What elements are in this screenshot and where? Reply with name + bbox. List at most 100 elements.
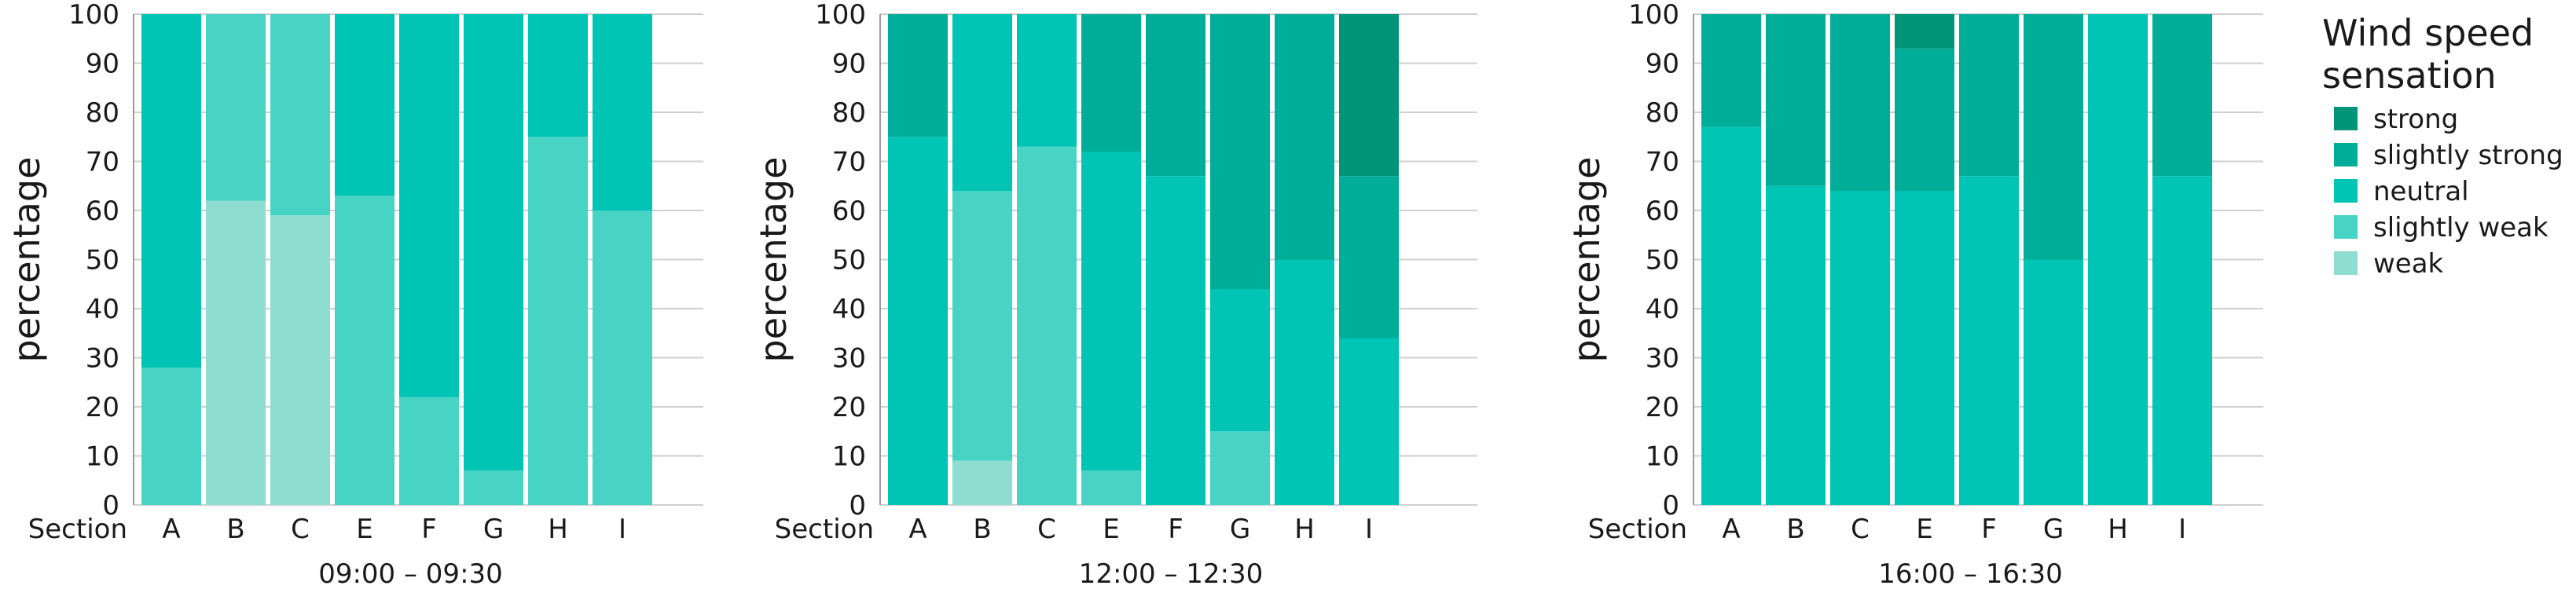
x-tick-label: E (356, 514, 372, 545)
bar-segment-slightly-weak-I (593, 210, 652, 505)
bar-segment-slightly-strong-H (1275, 14, 1334, 260)
bar-segment-neutral-H (2088, 14, 2148, 505)
y-tick-label: 10 (1646, 441, 1679, 473)
bar-segment-slightly-weak-E (335, 196, 394, 505)
y-tick-label: 60 (1646, 196, 1679, 227)
x-tick-label: B (1786, 514, 1804, 545)
bar-segment-slightly-weak-G (464, 470, 523, 505)
bar-segment-neutral-H (1275, 259, 1334, 505)
chart-panel-2: 0 10 20 30 40 50 60 70 80 90 100 A B C E F G H I Section per… (752, 0, 1477, 590)
bar-segment-slightly-weak-A (141, 368, 201, 505)
x-tick-label: C (291, 514, 310, 545)
bar-segment-slightly-weak-B (206, 14, 266, 201)
x-tick-label: F (1168, 514, 1183, 545)
x-tick-label: A (162, 514, 180, 545)
bar-segment-slightly-weak-E (1081, 470, 1141, 505)
y-tick-label: 30 (1646, 343, 1679, 375)
x-tick-label: F (421, 514, 437, 545)
bar-segment-neutral-A (888, 137, 948, 505)
y-tick-label: 90 (1646, 49, 1679, 80)
bar-segment-slightly-strong-I (1339, 176, 1399, 338)
bar-segment-neutral-A (141, 14, 201, 368)
y-tick-label: 100 (815, 0, 866, 31)
bar-segment-neutral-G (464, 14, 523, 471)
bar-segment-neutral-B (1766, 185, 1826, 505)
bar-segment-strong-E (1895, 14, 1954, 49)
y-tick-label: 30 (86, 343, 119, 375)
bar-segment-slightly-strong-A (888, 14, 948, 137)
bar-segment-slightly-strong-B (1766, 14, 1826, 186)
bar-segment-neutral-E (1895, 191, 1954, 505)
bar-segment-slightly-strong-C (1830, 14, 1890, 191)
chart-panel-1: 0 10 20 30 40 50 60 70 80 90 100 A B C E F G H I Section per… (6, 0, 703, 590)
bar-segment-neutral-F (1146, 176, 1205, 505)
bar-segment-neutral-H (528, 14, 588, 137)
y-tick-label: 80 (832, 97, 866, 129)
x-tick-label: I (2178, 514, 2186, 545)
charts-group: 0 10 20 30 40 50 60 70 80 90 100 A B C E F G H I Section per… (6, 0, 2263, 590)
y-tick-label: 60 (832, 196, 866, 227)
y-tick-label: 30 (832, 343, 866, 375)
y-tick-label: 70 (86, 147, 119, 178)
y-axis-title: percentage (752, 157, 794, 363)
bar-segment-neutral-F (399, 14, 459, 397)
bar-segment-weak-B (206, 200, 266, 505)
legend-label-slightly-strong: slightly strong (2373, 140, 2563, 171)
x-tick-label: H (548, 514, 568, 545)
legend-items: strong slightly strong neutral slightly wea… (2334, 104, 2563, 280)
bar-segment-weak-C (270, 215, 330, 505)
bar-segment-slightly-strong-A (1701, 14, 1761, 127)
x-axis-title: Section (1588, 514, 1687, 545)
y-tick-label: 40 (832, 294, 866, 325)
bar-segment-neutral-G (1210, 289, 1270, 432)
x-tick-label: A (908, 514, 927, 545)
x-tick-label: H (1294, 514, 1315, 545)
y-tick-label: 80 (86, 97, 119, 129)
y-tick-label: 90 (832, 49, 866, 80)
bar-segment-neutral-A (1701, 126, 1761, 505)
legend-label-neutral: neutral (2373, 176, 2469, 207)
time-period-label: 09:00 – 09:30 (318, 558, 503, 590)
x-tick-label: I (1365, 514, 1373, 545)
legend-swatch-neutral (2334, 179, 2358, 203)
y-tick-label: 90 (86, 49, 119, 80)
bar-segment-strong-I (1339, 14, 1399, 177)
y-axis-title: percentage (6, 157, 48, 363)
x-tick-label: C (1037, 514, 1056, 545)
x-tick-label: E (1916, 514, 1932, 545)
bar-segment-slightly-strong-F (1959, 14, 2019, 177)
bar-segment-slightly-weak-C (1017, 146, 1077, 505)
chart-panel-3: 0 10 20 30 40 50 60 70 80 90 100 A B C E F G H I Section per… (1565, 0, 2263, 590)
x-tick-label: I (618, 514, 626, 545)
legend-swatch-weak (2334, 251, 2358, 275)
y-tick-label: 70 (1646, 147, 1679, 178)
bar-segment-neutral-B (952, 14, 1012, 191)
bar-segment-neutral-I (2152, 176, 2212, 505)
y-tick-label: 100 (68, 0, 119, 31)
x-tick-label: G (483, 514, 504, 545)
x-tick-label: A (1722, 514, 1740, 545)
legend-swatch-slightly-strong (2334, 143, 2358, 166)
bar-segment-slightly-weak-F (399, 397, 459, 505)
bar-segment-slightly-strong-G (2024, 14, 2083, 260)
bar-segment-slightly-strong-E (1081, 14, 1141, 152)
legend-label-weak: weak (2373, 248, 2444, 280)
y-tick-label: 80 (1646, 97, 1679, 129)
bar-segment-slightly-weak-G (1210, 431, 1270, 505)
bar-segment-neutral-C (1830, 191, 1890, 505)
x-tick-label: G (2043, 514, 2064, 545)
bar-segment-weak-B (952, 460, 1012, 505)
legend-swatch-slightly-weak (2334, 215, 2358, 239)
y-tick-label: 20 (832, 392, 866, 423)
x-tick-label: E (1103, 514, 1119, 545)
y-tick-label: 40 (86, 294, 119, 325)
bar-segment-neutral-I (1339, 338, 1399, 505)
y-tick-label: 0 (1662, 490, 1679, 521)
bar-segment-slightly-weak-C (270, 14, 330, 216)
legend-title-line2: sensation (2322, 54, 2497, 97)
y-tick-label: 0 (849, 490, 866, 521)
legend-label-strong: strong (2373, 104, 2458, 135)
y-tick-label: 50 (86, 245, 119, 276)
